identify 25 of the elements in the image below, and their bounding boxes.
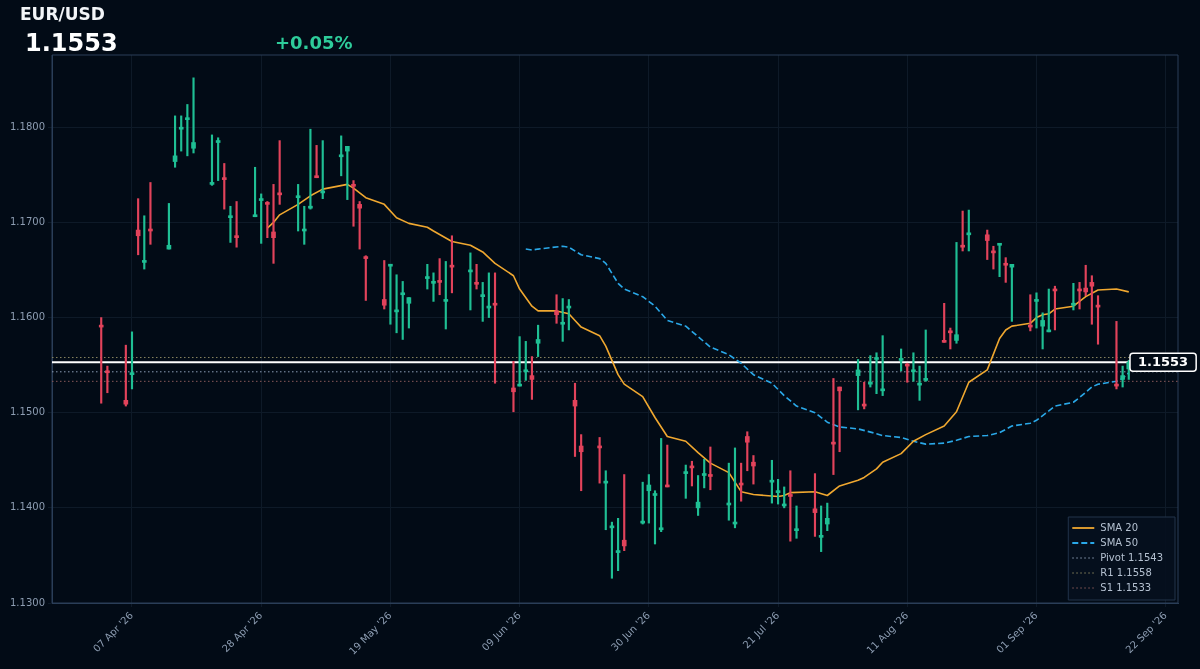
x-tick-label: 09 Jun '26 bbox=[479, 609, 523, 653]
x-tick-label: 07 Apr '26 bbox=[90, 609, 136, 655]
chart-subtitle: 1.1553 bbox=[25, 29, 118, 57]
legend-label: SMA 50 bbox=[1100, 536, 1139, 548]
x-tick-label: 22 Sep '26 bbox=[1123, 609, 1169, 656]
legend-label: R1 1.1558 bbox=[1100, 566, 1152, 578]
y-tick-label: 1.1500 bbox=[10, 406, 45, 418]
y-tick-label: 1.1300 bbox=[10, 596, 45, 608]
ref-line-label: 1.1553 bbox=[1138, 354, 1189, 370]
x-tick-label: 11 Aug '26 bbox=[864, 609, 911, 656]
x-tick-label: 01 Sep '26 bbox=[994, 609, 1040, 656]
legend-label: SMA 20 bbox=[1100, 521, 1139, 533]
y-tick-label: 1.1700 bbox=[10, 216, 45, 228]
text: +0.05% bbox=[275, 32, 353, 53]
x-tick-label: 19 May '26 bbox=[346, 609, 394, 657]
line-series bbox=[524, 245, 1130, 445]
y-tick-label: 1.1800 bbox=[10, 120, 45, 132]
y-tick-label: 1.1400 bbox=[10, 501, 45, 513]
x-tick-label: 21 Jul '26 bbox=[740, 609, 782, 651]
chart-title: EUR/USD bbox=[20, 4, 105, 24]
legend-label: S1 1.1533 bbox=[1100, 581, 1152, 593]
legend-label: Pivot 1.1543 bbox=[1100, 551, 1163, 563]
y-tick-label: 1.1600 bbox=[10, 311, 45, 323]
x-tick-label: 30 Jun '26 bbox=[608, 609, 653, 653]
x-tick-label: 28 Apr '26 bbox=[220, 609, 265, 655]
